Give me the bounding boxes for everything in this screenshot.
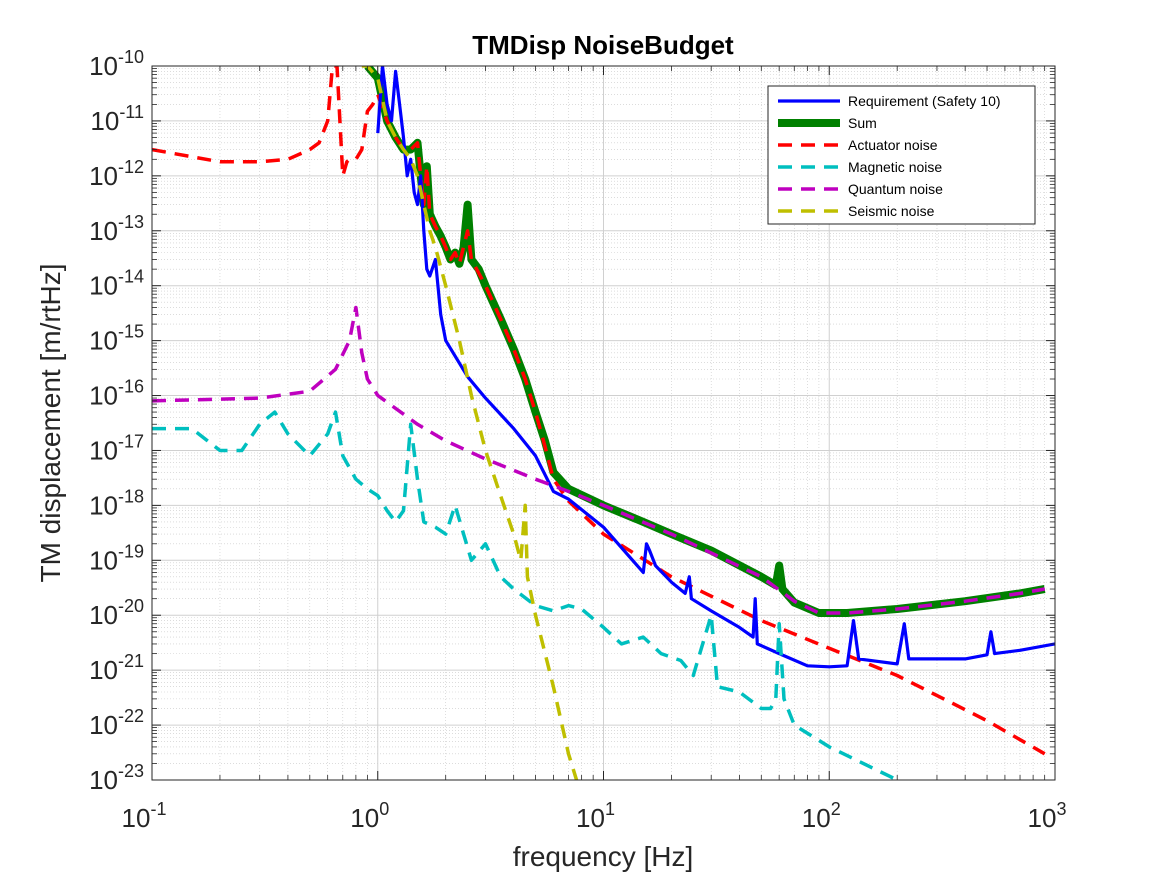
y-tick-label: 10-11 xyxy=(90,102,144,136)
y-tick-label: 10-13 xyxy=(89,212,144,246)
y-tick-labels: 10-23 10-22 10-21 10-20 10-19 10-18 10-17 10-16… xyxy=(89,47,144,795)
x-tick-label: 103 xyxy=(1028,799,1067,833)
series-line-requirement-safety-10 xyxy=(376,66,1055,669)
y-tick-label: 10-18 xyxy=(89,486,144,520)
y-tick-label: 10-12 xyxy=(89,157,144,191)
series-line-seismic-noise xyxy=(361,66,579,780)
series-line-magnetic-noise xyxy=(152,410,898,780)
chart-title: TMDisp NoiseBudget xyxy=(472,30,734,60)
minor-grid xyxy=(152,66,1055,780)
legend-box xyxy=(767,85,1036,225)
series-line-quantum-noise xyxy=(152,305,1046,615)
x-axis-label: frequency [Hz] xyxy=(513,841,694,872)
legend-label: Seismic noise xyxy=(848,203,935,219)
y-tick-label: 10-17 xyxy=(89,431,144,465)
x-tick-labels: 10-1 100 101 102 103 xyxy=(122,799,1067,833)
x-tick-label: 10-1 xyxy=(122,799,167,833)
y-tick-label: 10-20 xyxy=(89,596,144,630)
ticks-layer xyxy=(151,66,1055,781)
y-tick-label: 10-16 xyxy=(89,377,144,411)
y-tick-label: 10-14 xyxy=(89,267,144,301)
y-axis-label: TM displacement [m/rtHz] xyxy=(35,264,66,583)
x-tick-label: 101 xyxy=(576,799,615,833)
y-tick-label: 10-23 xyxy=(89,761,144,795)
legend-label: Actuator noise xyxy=(848,137,938,153)
legend-label: Requirement (Safety 10) xyxy=(848,93,1001,109)
x-tick-label: 102 xyxy=(802,799,841,833)
y-tick-label: 10-21 xyxy=(89,651,144,685)
legend: Requirement (Safety 10) Sum Actuator noise… xyxy=(767,85,1036,225)
y-tick-label: 10-10 xyxy=(89,47,144,81)
y-tick-label: 10-22 xyxy=(89,706,144,740)
y-tick-label: 10-19 xyxy=(89,541,144,575)
legend-label: Magnetic noise xyxy=(848,159,942,175)
x-tick-label: 100 xyxy=(350,799,389,833)
series-layer xyxy=(152,66,1055,780)
legend-label: Quantum noise xyxy=(848,181,943,197)
y-tick-label: 10-15 xyxy=(89,322,144,356)
legend-label: Sum xyxy=(848,115,877,131)
